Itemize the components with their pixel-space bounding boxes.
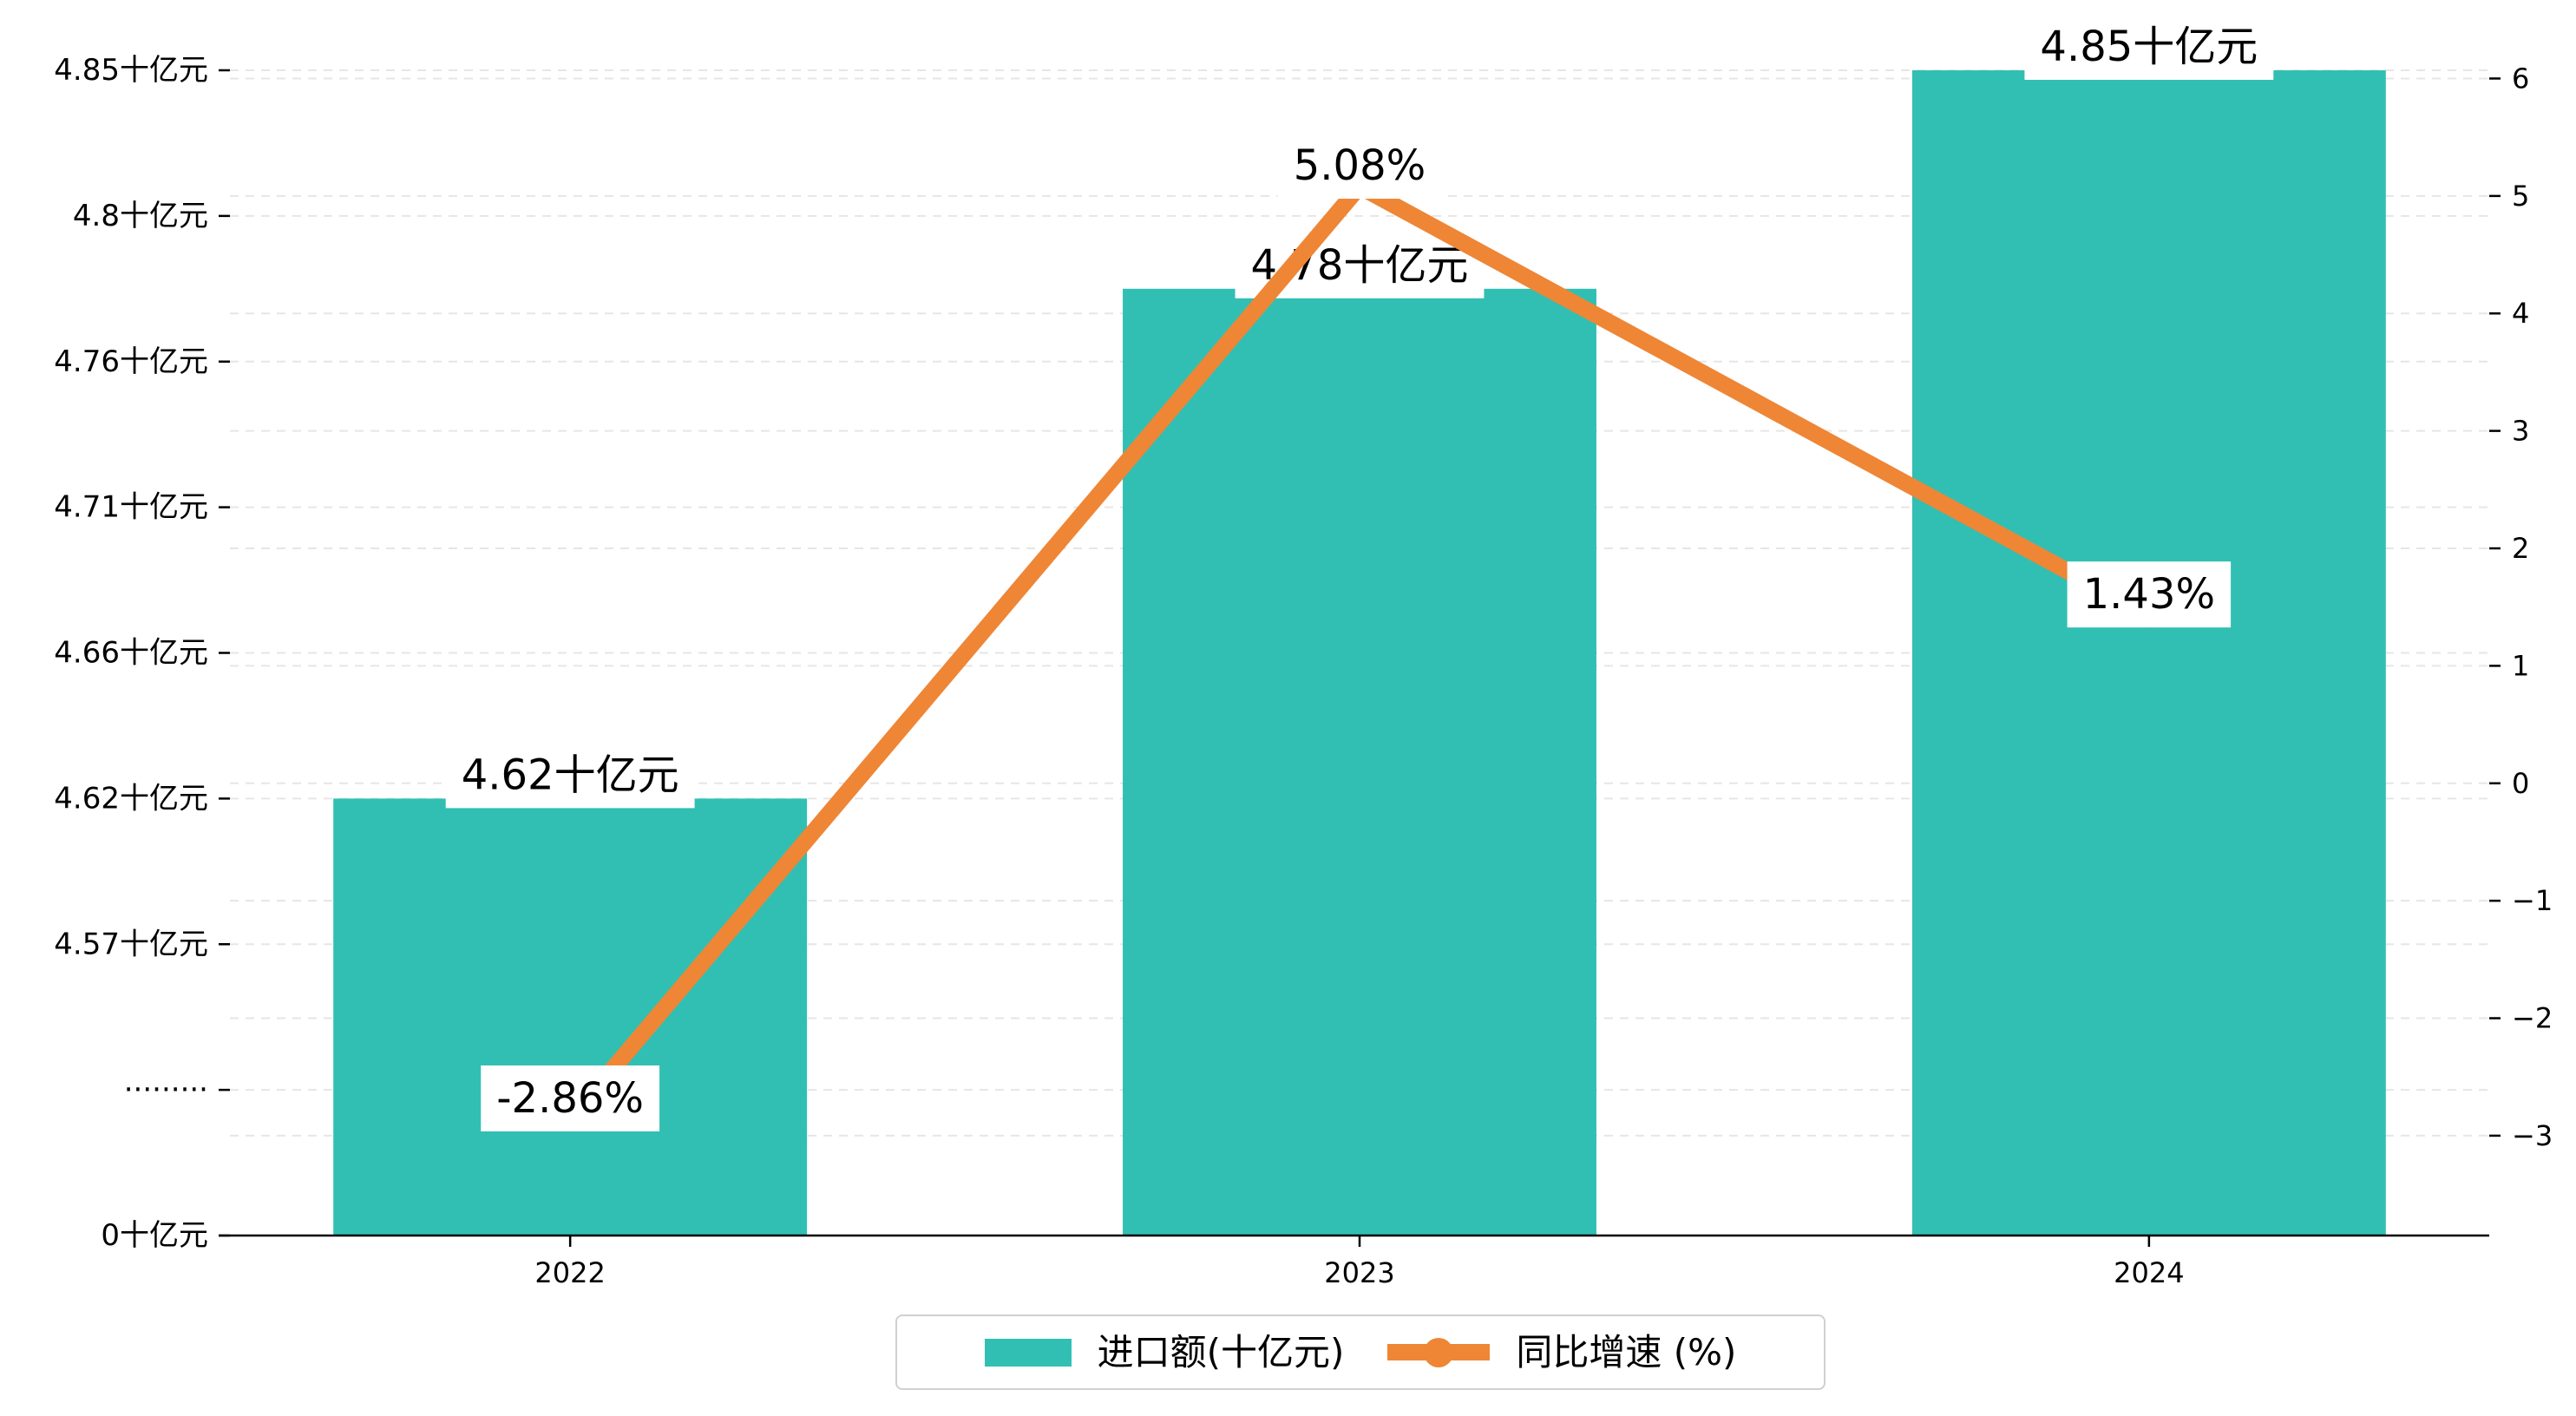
legend-swatch-marker bbox=[1424, 1337, 1454, 1367]
growth-value-label-text: 1.43% bbox=[2083, 570, 2215, 619]
legend-item-import-value: 进口额(十亿元) bbox=[984, 1330, 1345, 1373]
y-right-tick-label: 2 bbox=[2512, 532, 2529, 565]
y-right-tick-label: −3 bbox=[2512, 1119, 2553, 1152]
y-right-tick-label: 3 bbox=[2512, 415, 2529, 448]
growth-value-label-text: 5.08% bbox=[1294, 141, 1426, 190]
y-left-tick-label: 4.8十亿元 bbox=[73, 199, 208, 233]
y-left-tick-label: 4.85十亿元 bbox=[54, 53, 208, 88]
growth-value-label-text: -2.86% bbox=[496, 1074, 644, 1123]
bar-value-label-text: 4.85十亿元 bbox=[2040, 23, 2258, 71]
x-tick-label: 2024 bbox=[2114, 1256, 2184, 1289]
x-tick-label: 2023 bbox=[1324, 1256, 1394, 1289]
growth-value-label-box bbox=[1277, 133, 1442, 200]
bar-value-label-text: 4.62十亿元 bbox=[462, 751, 679, 799]
chart-legend: 进口额(十亿元) 同比增速 (%) bbox=[895, 1314, 1825, 1390]
y-right-tick-label: 0 bbox=[2512, 767, 2529, 800]
bar-series bbox=[333, 70, 2386, 1236]
legend-label-growth-rate: 同比增速 (%) bbox=[1516, 1330, 1737, 1373]
bar-value-label: 4.85十亿元 bbox=[2024, 14, 2274, 80]
bar-value-label-box bbox=[445, 742, 695, 809]
legend-label-import-value: 进口额(十亿元) bbox=[1097, 1330, 1345, 1373]
y-right-tick-label: 1 bbox=[2512, 649, 2529, 682]
bar-2024 bbox=[1911, 70, 2386, 1236]
y-left-tick-label: 4.66十亿元 bbox=[54, 636, 208, 671]
y-left-tick-label: 4.57十亿元 bbox=[54, 927, 208, 961]
y-left-tick-label: 4.62十亿元 bbox=[54, 781, 208, 816]
growth-value-label-box bbox=[2067, 561, 2232, 628]
growth-value-label: -2.86% bbox=[481, 1065, 660, 1131]
y-left-tick-label: 4.71十亿元 bbox=[54, 490, 208, 525]
bar-2022 bbox=[333, 798, 808, 1236]
y-right-tick-label: 4 bbox=[2512, 297, 2529, 330]
y-right-tick-label: 5 bbox=[2512, 180, 2529, 213]
y-left-tick-label: 0十亿元 bbox=[101, 1218, 208, 1253]
legend-swatch-bar bbox=[984, 1338, 1072, 1367]
legend-swatch-line bbox=[1387, 1337, 1491, 1367]
growth-value-label: 5.08% bbox=[1277, 133, 1442, 200]
growth-value-label: 1.43% bbox=[2067, 561, 2232, 628]
x-tick-label: 2022 bbox=[534, 1256, 605, 1289]
bar-2023 bbox=[1123, 288, 1596, 1236]
legend-item-growth-rate: 同比增速 (%) bbox=[1387, 1334, 1736, 1371]
y-left-tick-label: ········· bbox=[124, 1072, 208, 1107]
y-right-tick-label: −2 bbox=[2512, 1002, 2553, 1035]
bar-value-label-box bbox=[2024, 14, 2274, 80]
y-right-tick-label: 6 bbox=[2512, 62, 2529, 95]
bar-value-label: 4.62十亿元 bbox=[445, 742, 695, 809]
y-left-tick-label: 4.76十亿元 bbox=[54, 344, 208, 379]
y-right-tick-label: −1 bbox=[2512, 884, 2553, 917]
growth-value-label-box bbox=[481, 1065, 660, 1131]
